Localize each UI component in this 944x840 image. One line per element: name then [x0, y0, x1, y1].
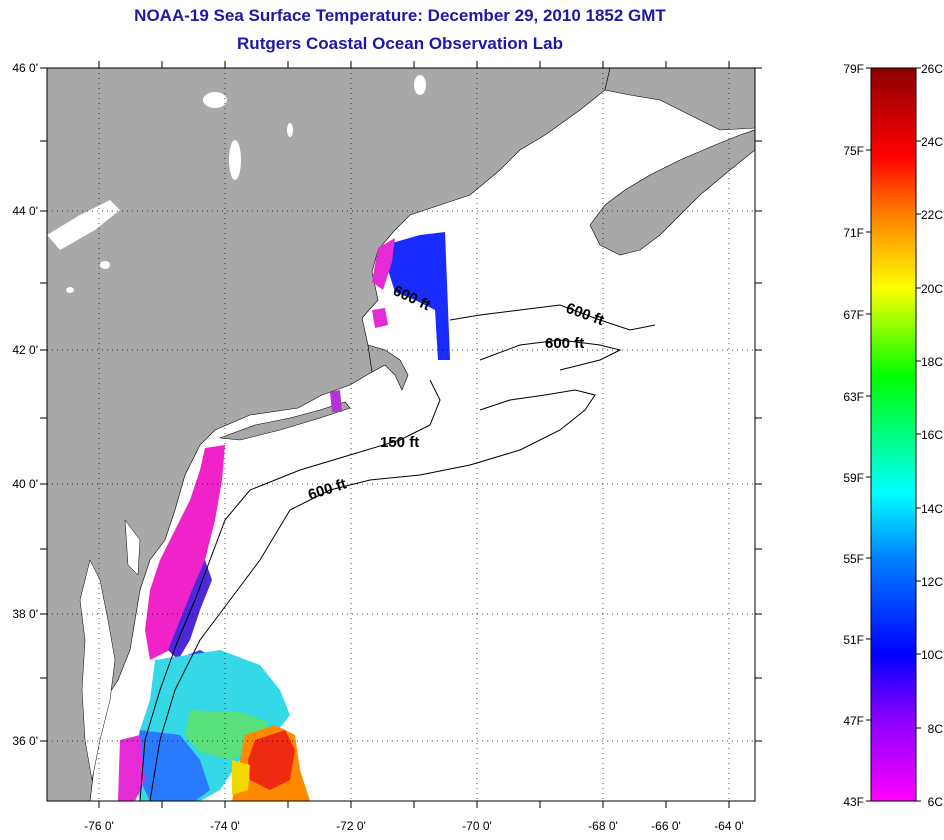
cb-f-43: 43F: [843, 795, 864, 809]
map-frame: [46, 67, 756, 802]
contour-600ft-georges: [479, 339, 622, 371]
cb-c-14: 14C: [921, 502, 943, 516]
cb-c-22: 22C: [921, 208, 943, 222]
contour-600ft-south: [149, 389, 596, 801]
cb-f-75: 75F: [843, 144, 864, 158]
cb-f-59: 59F: [843, 471, 864, 485]
lon-label-70: -70 0': [462, 819, 492, 833]
contour-150ft: [139, 379, 441, 801]
lon-label-64: -64 0': [714, 819, 744, 833]
sst-gulf-stream-red: [248, 730, 295, 790]
cb-f-67: 67F: [843, 308, 864, 322]
cb-c-12: 12C: [921, 575, 943, 589]
cb-f-55: 55F: [843, 552, 864, 566]
sst-mass-bay-magenta: [372, 308, 388, 328]
cb-c-24: 24C: [921, 135, 943, 149]
sst-gom-magenta: [372, 238, 395, 290]
axis-ticks: [40, 61, 762, 808]
cb-f-51: 51F: [843, 633, 864, 647]
lon-label-66: -66 0': [651, 819, 681, 833]
lake-ontario: [47, 200, 120, 250]
lake-2: [229, 140, 241, 180]
cb-c-6: 6C: [928, 795, 944, 809]
nova-scotia: [589, 129, 755, 256]
sst-gulf-stream-yellow: [232, 760, 250, 795]
cb-c-26: 26C: [921, 62, 943, 76]
cb-c-10: 10C: [921, 648, 943, 662]
lat-label-40: 40 0': [12, 477, 38, 491]
lat-label-36: 36 0': [12, 734, 38, 748]
contour-label-150: 150 ft: [380, 434, 419, 451]
new-brunswick: [604, 68, 755, 131]
lon-label-68: -68 0': [588, 819, 618, 833]
long-island: [219, 401, 351, 441]
land-mainland: [47, 68, 611, 801]
cb-c-16: 16C: [921, 428, 943, 442]
grid-lines: [47, 68, 755, 801]
lat-label-42: 42 0': [12, 343, 38, 357]
delaware-bay: [124, 519, 141, 576]
lon-label-72: -72 0': [336, 819, 366, 833]
cape-cod: [367, 344, 409, 391]
cb-f-71: 71F: [843, 226, 864, 240]
cb-f-47: 47F: [843, 714, 864, 728]
sst-li-sound: [330, 390, 342, 412]
contour-label-georges: 600 ft: [545, 335, 584, 352]
sst-south-magenta-coast: [118, 735, 145, 801]
lake-4: [100, 261, 110, 269]
lake-3: [414, 75, 426, 95]
cb-f-79: 79F: [843, 62, 864, 76]
sst-south-blue: [135, 730, 210, 801]
colorbar-ticks: [866, 67, 921, 802]
map-title: NOAA-19 Sea Surface Temperature: Decembe…: [134, 6, 666, 25]
colorbar: [870, 67, 917, 802]
lat-label-38: 38 0': [12, 607, 38, 621]
sst-gulf-of-maine: [385, 232, 450, 360]
lat-label-44: 44 0': [12, 204, 38, 218]
lake-6: [287, 123, 293, 137]
cb-c-18: 18C: [921, 355, 943, 369]
lake-5: [66, 287, 74, 293]
contour-600ft-gom: [449, 304, 656, 331]
cb-c-8: 8C: [928, 722, 944, 736]
cb-c-20: 20C: [921, 282, 943, 296]
sst-shelf-magenta: [145, 445, 225, 660]
cb-f-63: 63F: [843, 390, 864, 404]
chesapeake-bay: [79, 559, 116, 781]
lon-label-76: -76 0': [84, 819, 114, 833]
lake-1: [203, 92, 227, 108]
lat-label-46: 46 0': [12, 61, 38, 75]
lon-label-74: -74 0': [210, 819, 240, 833]
map-subtitle: Rutgers Coastal Ocean Observation Lab: [237, 34, 563, 53]
